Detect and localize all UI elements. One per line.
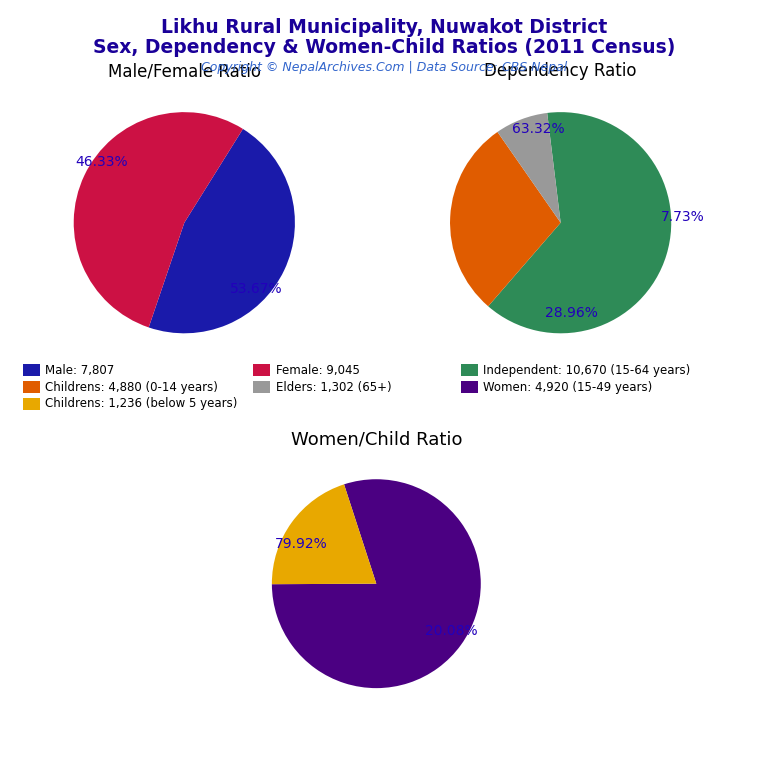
Text: Women: 4,920 (15-49 years): Women: 4,920 (15-49 years) — [483, 381, 652, 393]
Text: Female: 9,045: Female: 9,045 — [276, 364, 359, 376]
Wedge shape — [74, 112, 243, 327]
Text: 53.67%: 53.67% — [230, 282, 283, 296]
Text: Sex, Dependency & Women-Child Ratios (2011 Census): Sex, Dependency & Women-Child Ratios (20… — [93, 38, 675, 58]
Text: Childrens: 1,236 (below 5 years): Childrens: 1,236 (below 5 years) — [45, 398, 237, 410]
Title: Dependency Ratio: Dependency Ratio — [485, 62, 637, 80]
Text: Male: 7,807: Male: 7,807 — [45, 364, 114, 376]
Wedge shape — [450, 132, 561, 306]
Text: 79.92%: 79.92% — [275, 537, 327, 551]
Wedge shape — [272, 485, 376, 584]
Text: Copyright © NepalArchives.Com | Data Source: CBS Nepal: Copyright © NepalArchives.Com | Data Sou… — [201, 61, 567, 74]
Text: Independent: 10,670 (15-64 years): Independent: 10,670 (15-64 years) — [483, 364, 690, 376]
Title: Women/Child Ratio: Women/Child Ratio — [290, 431, 462, 449]
Text: 63.32%: 63.32% — [512, 121, 564, 136]
Text: Elders: 1,302 (65+): Elders: 1,302 (65+) — [276, 381, 392, 393]
Wedge shape — [498, 113, 561, 223]
Text: 28.96%: 28.96% — [545, 306, 598, 320]
Text: 46.33%: 46.33% — [75, 155, 127, 169]
Text: Childrens: 4,880 (0-14 years): Childrens: 4,880 (0-14 years) — [45, 381, 218, 393]
Text: 7.73%: 7.73% — [660, 210, 704, 224]
Text: Likhu Rural Municipality, Nuwakot District: Likhu Rural Municipality, Nuwakot Distri… — [161, 18, 607, 37]
Wedge shape — [149, 129, 295, 333]
Text: 20.08%: 20.08% — [425, 624, 478, 637]
Wedge shape — [488, 112, 671, 333]
Wedge shape — [272, 479, 481, 688]
Title: Male/Female Ratio: Male/Female Ratio — [108, 62, 261, 80]
